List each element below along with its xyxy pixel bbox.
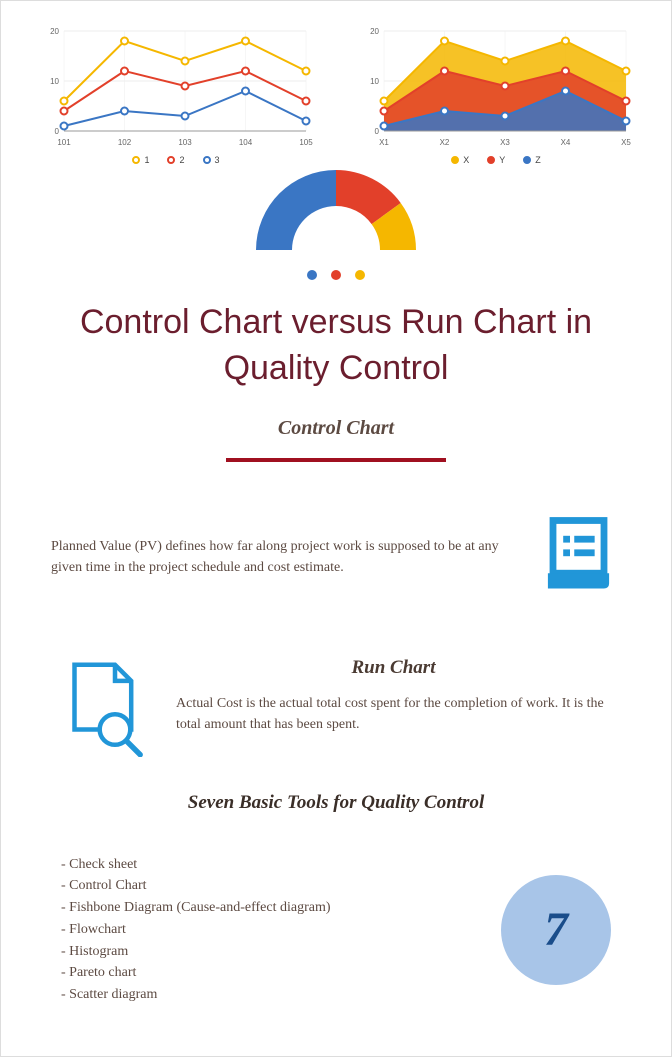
legend-item: X xyxy=(451,155,469,165)
svg-text:X4: X4 xyxy=(561,138,571,147)
svg-text:20: 20 xyxy=(50,27,59,36)
svg-text:X2: X2 xyxy=(440,138,450,147)
line-chart-legend: 1 2 3 xyxy=(31,155,321,165)
area-chart: 0 10 20 X1 X2 X3 X4 X5 X Y Z xyxy=(351,21,641,165)
svg-text:0: 0 xyxy=(55,127,60,136)
tools-list: - Check sheet- Control Chart- Fishbone D… xyxy=(61,854,471,1006)
svg-text:104: 104 xyxy=(239,138,253,147)
color-dots xyxy=(31,270,641,280)
svg-text:101: 101 xyxy=(57,138,71,147)
run-chart-heading: Run Chart xyxy=(176,657,611,679)
page-title: Control Chart versus Run Chart in Qualit… xyxy=(41,300,631,392)
legend-item: 3 xyxy=(203,155,220,165)
file-search-icon xyxy=(61,657,151,762)
underline xyxy=(226,458,446,462)
dot xyxy=(355,270,365,280)
legend-item: Y xyxy=(487,155,505,165)
run-chart-text: Actual Cost is the actual total cost spe… xyxy=(176,693,611,735)
svg-text:0: 0 xyxy=(375,127,380,136)
number-badge: 7 xyxy=(501,875,611,985)
area-chart-legend: X Y Z xyxy=(351,155,641,165)
run-chart-section: Run Chart Actual Cost is the actual tota… xyxy=(31,657,641,762)
dot xyxy=(307,270,317,280)
control-chart-section: Planned Value (PV) defines how far along… xyxy=(31,512,641,602)
svg-text:103: 103 xyxy=(178,138,192,147)
svg-text:105: 105 xyxy=(299,138,313,147)
control-chart-heading: Control Chart xyxy=(31,417,641,440)
legend-item: 2 xyxy=(167,155,184,165)
svg-text:X1: X1 xyxy=(379,138,389,147)
dot xyxy=(331,270,341,280)
svg-text:20: 20 xyxy=(370,27,379,36)
legend-item: 1 xyxy=(132,155,149,165)
charts-row: 0 10 20 101 102 103 104 105 1 2 3 0 10 20 X1 X2 X3 X4 X5… xyxy=(31,21,641,165)
legend-item: Z xyxy=(523,155,541,165)
infographic-page: 0 10 20 101 102 103 104 105 1 2 3 0 10 20 X1 X2 X3 X4 X5… xyxy=(0,0,672,1057)
svg-text:X3: X3 xyxy=(500,138,510,147)
line-chart: 0 10 20 101 102 103 104 105 1 2 3 xyxy=(31,21,321,165)
document-icon xyxy=(536,512,621,602)
control-chart-text: Planned Value (PV) defines how far along… xyxy=(51,536,511,578)
svg-text:10: 10 xyxy=(370,77,379,86)
svg-text:10: 10 xyxy=(50,77,59,86)
svg-text:102: 102 xyxy=(118,138,132,147)
tools-section: - Check sheet- Control Chart- Fishbone D… xyxy=(31,854,641,1006)
tools-heading: Seven Basic Tools for Quality Control xyxy=(31,792,641,814)
svg-text:X5: X5 xyxy=(621,138,631,147)
gauge-chart xyxy=(31,160,641,255)
number-badge-value: 7 xyxy=(544,902,568,957)
